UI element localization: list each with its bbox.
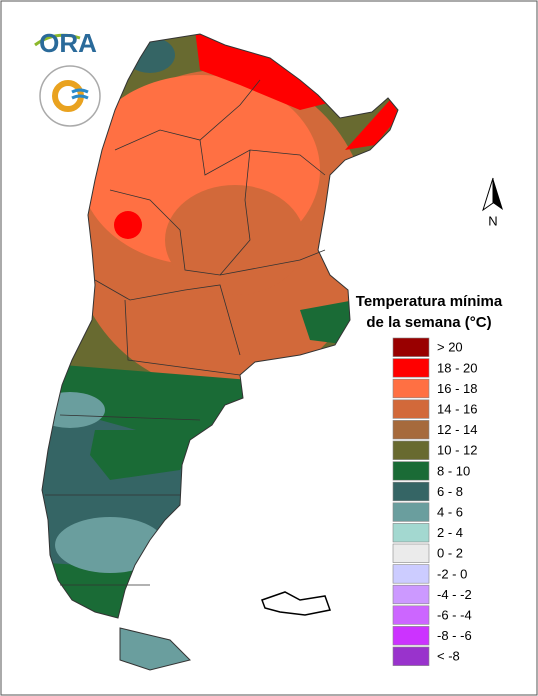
legend-label: 18 - 20 (437, 360, 477, 375)
legend-label: -2 - 0 (437, 566, 467, 581)
islands (261, 591, 331, 616)
legend-label: 14 - 16 (437, 402, 477, 417)
legend-label: 2 - 4 (437, 525, 463, 540)
legend-swatch (392, 337, 430, 357)
legend-label: -4 - -2 (437, 587, 472, 602)
legend-swatch (392, 502, 430, 522)
legend-label: 8 - 10 (437, 463, 470, 478)
legend-label: 4 - 6 (437, 505, 463, 520)
legend-label: 16 - 18 (437, 381, 477, 396)
legend-label: -8 - -6 (437, 628, 472, 643)
logo-text: ORA (39, 28, 97, 58)
legend-swatch (392, 440, 430, 460)
province-borders (45, 79, 326, 586)
legend-swatch (392, 605, 430, 625)
legend-title: de la semana (°C) (366, 314, 491, 331)
legend-label: 6 - 8 (437, 484, 463, 499)
legend-swatch (392, 461, 430, 481)
legend-swatch (392, 481, 430, 502)
legend-label: 10 - 12 (437, 443, 477, 458)
legend-swatch (392, 584, 430, 605)
legend-swatch (392, 626, 430, 646)
north-label: N (488, 213, 497, 228)
legend: Temperatura mínima de la semana (°C) > 2… (356, 293, 503, 666)
legend-label: 12 - 14 (437, 422, 477, 437)
legend-swatch (392, 564, 430, 584)
legend-label: 0 - 2 (437, 546, 463, 561)
legend-title: Temperatura mínima (356, 293, 503, 310)
legend-swatch (392, 399, 430, 419)
logo: ORA (34, 28, 101, 127)
tierra-del-fuego (119, 627, 191, 671)
legend-label: < -8 (437, 649, 460, 664)
legend-swatch (392, 646, 430, 666)
legend-swatch (392, 543, 430, 563)
legend-swatch (392, 358, 430, 378)
legend-swatch (392, 523, 430, 543)
legend-swatch (392, 420, 430, 440)
legend-label: -6 - -4 (437, 608, 472, 623)
legend-label: > 20 (437, 340, 463, 355)
north-arrow: N (482, 177, 503, 228)
legend-swatch (392, 378, 430, 399)
